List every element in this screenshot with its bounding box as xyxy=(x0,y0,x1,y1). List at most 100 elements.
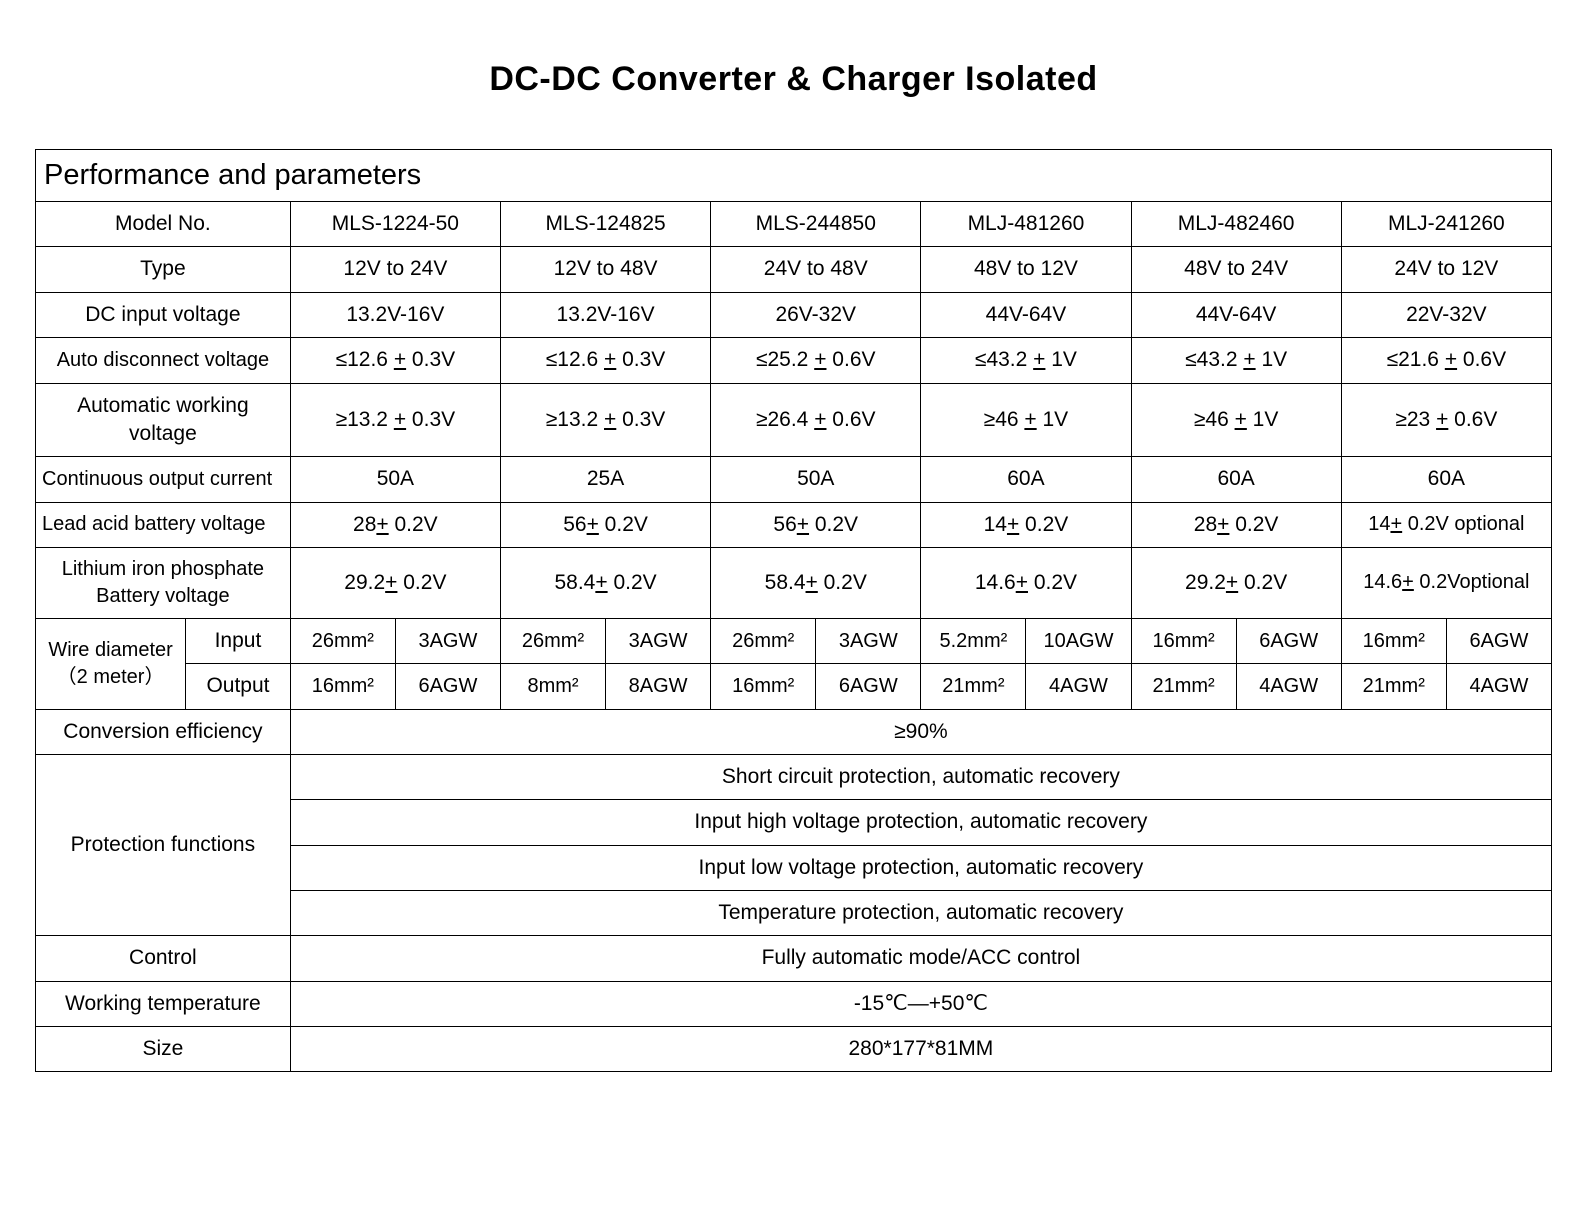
cell: MLJ-481260 xyxy=(921,202,1131,247)
cell: 28+ 0.2V xyxy=(290,502,500,547)
cell: 16mm² xyxy=(1131,618,1236,663)
cell: 6AGW xyxy=(816,664,921,709)
row-dc-input: DC input voltage 13.2V-16V 13.2V-16V 26V… xyxy=(36,292,1552,337)
cell: ≥90% xyxy=(290,709,1551,754)
cell: 3AGW xyxy=(816,618,921,663)
cell: MLS-124825 xyxy=(500,202,710,247)
cell: 6AGW xyxy=(1446,618,1551,663)
cell: 16mm² xyxy=(290,664,395,709)
cell: Input high voltage protection, automatic… xyxy=(290,800,1551,845)
label-wire: Wire diameter（2 meter） xyxy=(36,618,186,709)
row-wire-input: Wire diameter（2 meter） Input 26mm²3AGW 2… xyxy=(36,618,1552,663)
cell: ≥46 + 1V xyxy=(921,383,1131,457)
cell: 56+ 0.2V xyxy=(500,502,710,547)
cell: 21mm² xyxy=(1131,664,1236,709)
label-model: Model No. xyxy=(36,202,291,247)
cell: ≥23 + 0.6V xyxy=(1341,383,1551,457)
cell: 50A xyxy=(290,457,500,502)
cell: 16mm² xyxy=(1341,618,1446,663)
cell: 6AGW xyxy=(395,664,500,709)
cell: 21mm² xyxy=(1341,664,1446,709)
row-type: Type 12V to 24V 12V to 48V 24V to 48V 48… xyxy=(36,247,1552,292)
row-auto-disconnect: Auto disconnect voltage ≤12.6 + 0.3V ≤12… xyxy=(36,338,1552,383)
cell: Short circuit protection, automatic reco… xyxy=(290,754,1551,799)
row-lifepo4: Lithium iron phosphateBattery voltage 29… xyxy=(36,547,1552,618)
cell: 21mm² xyxy=(921,664,1026,709)
label-conv-eff: Conversion efficiency xyxy=(36,709,291,754)
cell: 4AGW xyxy=(1236,664,1341,709)
cell: 22V-32V xyxy=(1341,292,1551,337)
cell: MLJ-241260 xyxy=(1341,202,1551,247)
cell: 25A xyxy=(500,457,710,502)
cell: 58.4+ 0.2V xyxy=(711,547,921,618)
label-lead-acid: Lead acid battery voltage xyxy=(36,502,291,547)
cell: 13.2V-16V xyxy=(500,292,710,337)
row-control: Control Fully automatic mode/ACC control xyxy=(36,936,1552,981)
cell: 26mm² xyxy=(500,618,605,663)
label-auto-disc: Auto disconnect voltage xyxy=(36,338,291,383)
section-header: Performance and parameters xyxy=(36,150,1552,202)
cell: 6AGW xyxy=(1236,618,1341,663)
cell: ≥13.2 + 0.3V xyxy=(500,383,710,457)
cell: ≤43.2 + 1V xyxy=(1131,338,1341,383)
label-dc-input: DC input voltage xyxy=(36,292,291,337)
cell: MLS-1224-50 xyxy=(290,202,500,247)
cell: 60A xyxy=(1341,457,1551,502)
cell: MLJ-482460 xyxy=(1131,202,1341,247)
label-wire-input: Input xyxy=(186,618,291,663)
cell: 8mm² xyxy=(500,664,605,709)
label-wire-output: Output xyxy=(186,664,291,709)
cell: 44V-64V xyxy=(921,292,1131,337)
row-cont-output: Continuous output current 50A 25A 50A 60… xyxy=(36,457,1552,502)
page-title: DC-DC Converter & Charger Isolated xyxy=(35,60,1552,99)
label-protection: Protection functions xyxy=(36,754,291,935)
row-protection-1: Protection functions Short circuit prote… xyxy=(36,754,1552,799)
cell: 56+ 0.2V xyxy=(711,502,921,547)
cell: MLS-244850 xyxy=(711,202,921,247)
cell: 50A xyxy=(711,457,921,502)
label-auto-work: Automatic working voltage xyxy=(36,383,291,457)
label-type: Type xyxy=(36,247,291,292)
spec-table: Performance and parameters Model No. MLS… xyxy=(35,149,1552,1072)
cell: Fully automatic mode/ACC control xyxy=(290,936,1551,981)
cell: 26mm² xyxy=(711,618,816,663)
cell: 16mm² xyxy=(711,664,816,709)
cell: 12V to 24V xyxy=(290,247,500,292)
cell: 5.2mm² xyxy=(921,618,1026,663)
cell: 48V to 12V xyxy=(921,247,1131,292)
cell: 60A xyxy=(921,457,1131,502)
row-size: Size 280*177*81MM xyxy=(36,1026,1552,1071)
cell: 12V to 48V xyxy=(500,247,710,292)
cell: 3AGW xyxy=(606,618,711,663)
cell: 29.2+ 0.2V xyxy=(1131,547,1341,618)
row-auto-working: Automatic working voltage ≥13.2 + 0.3V ≥… xyxy=(36,383,1552,457)
cell: Input low voltage protection, automatic … xyxy=(290,845,1551,890)
cell: 14+ 0.2V xyxy=(921,502,1131,547)
row-wire-output: Output 16mm²6AGW 8mm²8AGW 16mm²6AGW 21mm… xyxy=(36,664,1552,709)
cell: -15℃—+50℃ xyxy=(290,981,1551,1026)
cell: 24V to 48V xyxy=(711,247,921,292)
cell: ≤25.2 + 0.6V xyxy=(711,338,921,383)
cell: 48V to 24V xyxy=(1131,247,1341,292)
cell: 26V-32V xyxy=(711,292,921,337)
row-lead-acid: Lead acid battery voltage 28+ 0.2V 56+ 0… xyxy=(36,502,1552,547)
row-conv-eff: Conversion efficiency ≥90% xyxy=(36,709,1552,754)
cell: 280*177*81MM xyxy=(290,1026,1551,1071)
cell: 10AGW xyxy=(1026,618,1131,663)
cell: ≤43.2 + 1V xyxy=(921,338,1131,383)
label-lifepo4: Lithium iron phosphateBattery voltage xyxy=(36,547,291,618)
cell: ≥13.2 + 0.3V xyxy=(290,383,500,457)
label-cont-out: Continuous output current xyxy=(36,457,291,502)
label-work-temp: Working temperature xyxy=(36,981,291,1026)
cell: ≤12.6 + 0.3V xyxy=(500,338,710,383)
cell: ≤21.6 + 0.6V xyxy=(1341,338,1551,383)
cell: ≥46 + 1V xyxy=(1131,383,1341,457)
cell: 14.6+ 0.2Voptional xyxy=(1341,547,1551,618)
cell: Temperature protection, automatic recove… xyxy=(290,890,1551,935)
cell: 3AGW xyxy=(395,618,500,663)
cell: 4AGW xyxy=(1446,664,1551,709)
cell: 8AGW xyxy=(606,664,711,709)
cell: 14+ 0.2V optional xyxy=(1341,502,1551,547)
cell: 28+ 0.2V xyxy=(1131,502,1341,547)
cell: 58.4+ 0.2V xyxy=(500,547,710,618)
